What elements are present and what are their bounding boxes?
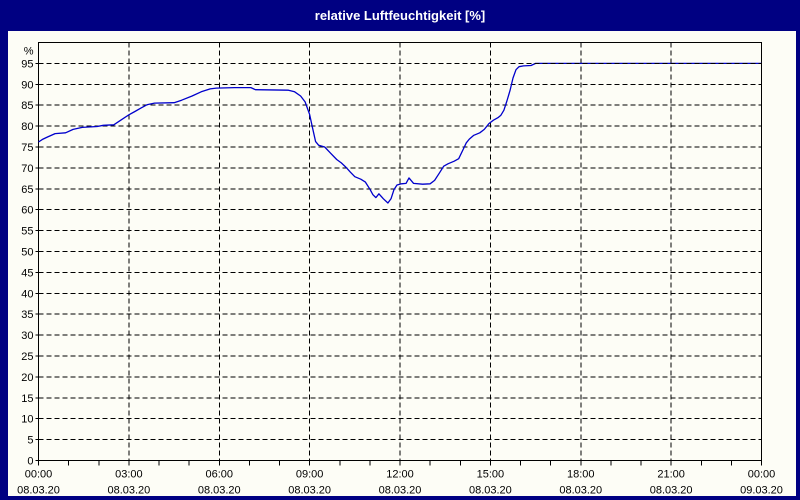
y-tick-label: 35 xyxy=(21,309,33,321)
y-tick-label: 15 xyxy=(21,393,33,405)
x-tick-date-label: 08.03.20 xyxy=(469,485,512,497)
y-tick-label: 65 xyxy=(21,184,33,196)
x-tick-time-label: 15:00 xyxy=(477,469,505,481)
y-tick-label: 85 xyxy=(21,100,33,112)
humidity-series-line xyxy=(38,62,762,204)
x-tick-time-label: 18:00 xyxy=(567,469,595,481)
chart-title: relative Luftfeuchtigkeit [%] xyxy=(314,8,486,23)
y-tick-label: 50 xyxy=(21,247,33,259)
x-tick-time-label: 03:00 xyxy=(115,469,143,481)
y-tick-label: 55 xyxy=(21,226,33,238)
y-axis-unit-label: % xyxy=(24,45,34,57)
x-tick-date-label: 08.03.20 xyxy=(379,485,422,497)
x-tick-time-label: 12:00 xyxy=(386,469,414,481)
y-tick-label: 80 xyxy=(21,121,33,133)
x-tick-date-label: 09.03.20 xyxy=(740,485,783,497)
y-tick-label: 25 xyxy=(21,351,33,363)
y-tick-label: 70 xyxy=(21,163,33,175)
y-tick-label: 10 xyxy=(21,414,33,426)
x-tick-date-label: 08.03.20 xyxy=(559,485,602,497)
plot-box xyxy=(38,42,762,461)
title-bar: relative Luftfeuchtigkeit [%] xyxy=(0,0,800,31)
y-tick-label: 75 xyxy=(21,142,33,154)
humidity-line-chart: 0 5 10 15 20 25 30 35 40 45 50 55 60 65 70 75 80 85 90 95% 0… xyxy=(17,42,783,497)
x-tick-date-label: 08.03.20 xyxy=(198,485,241,497)
y-tick-label: 30 xyxy=(21,330,33,342)
x-tick-date-label: 08.03.20 xyxy=(650,485,693,497)
x-tick-time-label: 00:00 xyxy=(748,469,776,481)
chart-panel: 0 5 10 15 20 25 30 35 40 45 50 55 60 65 70 75 80 85 90 95% 0… xyxy=(8,31,796,496)
x-tick-time-label: 00:00 xyxy=(25,469,53,481)
x-tick-time-label: 06:00 xyxy=(205,469,233,481)
y-tick-label: 90 xyxy=(21,79,33,91)
y-tick-label: 20 xyxy=(21,372,33,384)
x-tick-date-label: 08.03.20 xyxy=(17,485,60,497)
x-tick-time-label: 21:00 xyxy=(657,469,685,481)
x-tick-date-label: 08.03.20 xyxy=(288,485,331,497)
y-tick-label: 95 xyxy=(21,58,33,70)
y-tick-label: 40 xyxy=(21,288,33,300)
x-tick-date-label: 08.03.20 xyxy=(107,485,150,497)
y-tick-label: 45 xyxy=(21,267,33,279)
y-tick-label: 60 xyxy=(21,205,33,217)
y-tick-label: 5 xyxy=(27,435,33,447)
y-tick-label: 0 xyxy=(27,456,33,468)
x-tick-time-label: 09:00 xyxy=(296,469,324,481)
